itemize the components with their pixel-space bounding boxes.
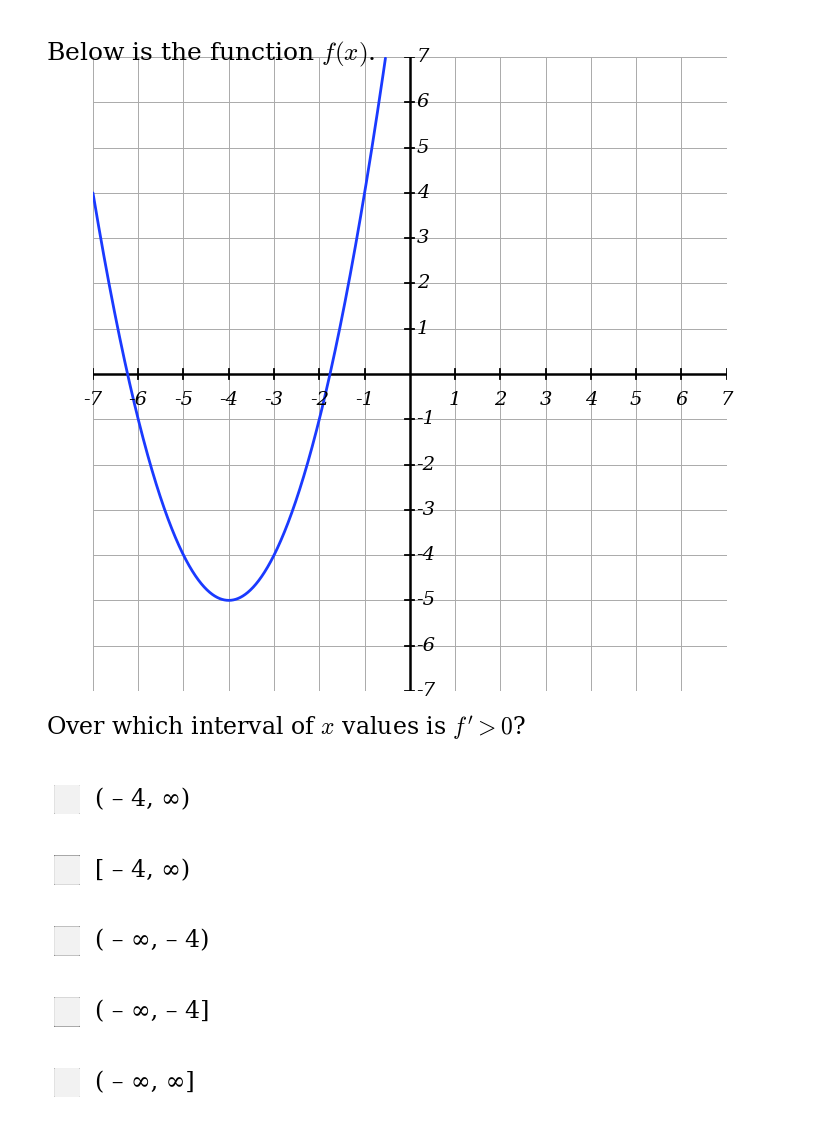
- Text: -3: -3: [416, 501, 435, 518]
- Text: -7: -7: [416, 682, 435, 700]
- Text: 2: 2: [494, 392, 506, 409]
- Text: -1: -1: [355, 392, 374, 409]
- Text: -6: -6: [416, 636, 435, 654]
- Text: -2: -2: [416, 456, 435, 474]
- Text: -5: -5: [416, 592, 435, 610]
- Text: Below is the function $f(x)$.: Below is the function $f(x)$.: [45, 40, 375, 69]
- Text: -4: -4: [416, 546, 435, 564]
- Text: 1: 1: [416, 320, 428, 338]
- Text: -2: -2: [309, 392, 328, 409]
- FancyBboxPatch shape: [53, 925, 81, 957]
- Text: 3: 3: [416, 230, 428, 247]
- Text: 5: 5: [416, 138, 428, 156]
- Text: -6: -6: [128, 392, 147, 409]
- Text: -4: -4: [219, 392, 238, 409]
- Text: ( – ∞, ∞]: ( – ∞, ∞]: [95, 1071, 194, 1094]
- Text: Over which interval of $x$ values is $f' > 0$?: Over which interval of $x$ values is $f'…: [45, 714, 524, 741]
- Text: 2: 2: [416, 274, 428, 292]
- Text: 5: 5: [629, 392, 642, 409]
- Text: -5: -5: [174, 392, 193, 409]
- Text: 3: 3: [539, 392, 552, 409]
- FancyBboxPatch shape: [53, 996, 81, 1028]
- FancyBboxPatch shape: [53, 854, 81, 886]
- Text: [ – 4, ∞): [ – 4, ∞): [95, 859, 190, 882]
- Text: 4: 4: [416, 184, 428, 202]
- FancyBboxPatch shape: [53, 1067, 81, 1099]
- Text: ( – ∞, – 4]: ( – ∞, – 4]: [95, 1000, 209, 1023]
- Text: ( – ∞, – 4): ( – ∞, – 4): [95, 930, 209, 952]
- Text: 1: 1: [448, 392, 461, 409]
- Text: ( – 4, ∞): ( – 4, ∞): [95, 788, 190, 811]
- Text: -1: -1: [416, 410, 435, 428]
- Text: 6: 6: [675, 392, 687, 409]
- Text: 7: 7: [719, 392, 732, 409]
- Text: -7: -7: [84, 392, 103, 409]
- Text: -3: -3: [264, 392, 283, 409]
- Text: 6: 6: [416, 94, 428, 112]
- FancyBboxPatch shape: [53, 783, 81, 815]
- Text: 4: 4: [584, 392, 596, 409]
- Text: 7: 7: [416, 48, 428, 66]
